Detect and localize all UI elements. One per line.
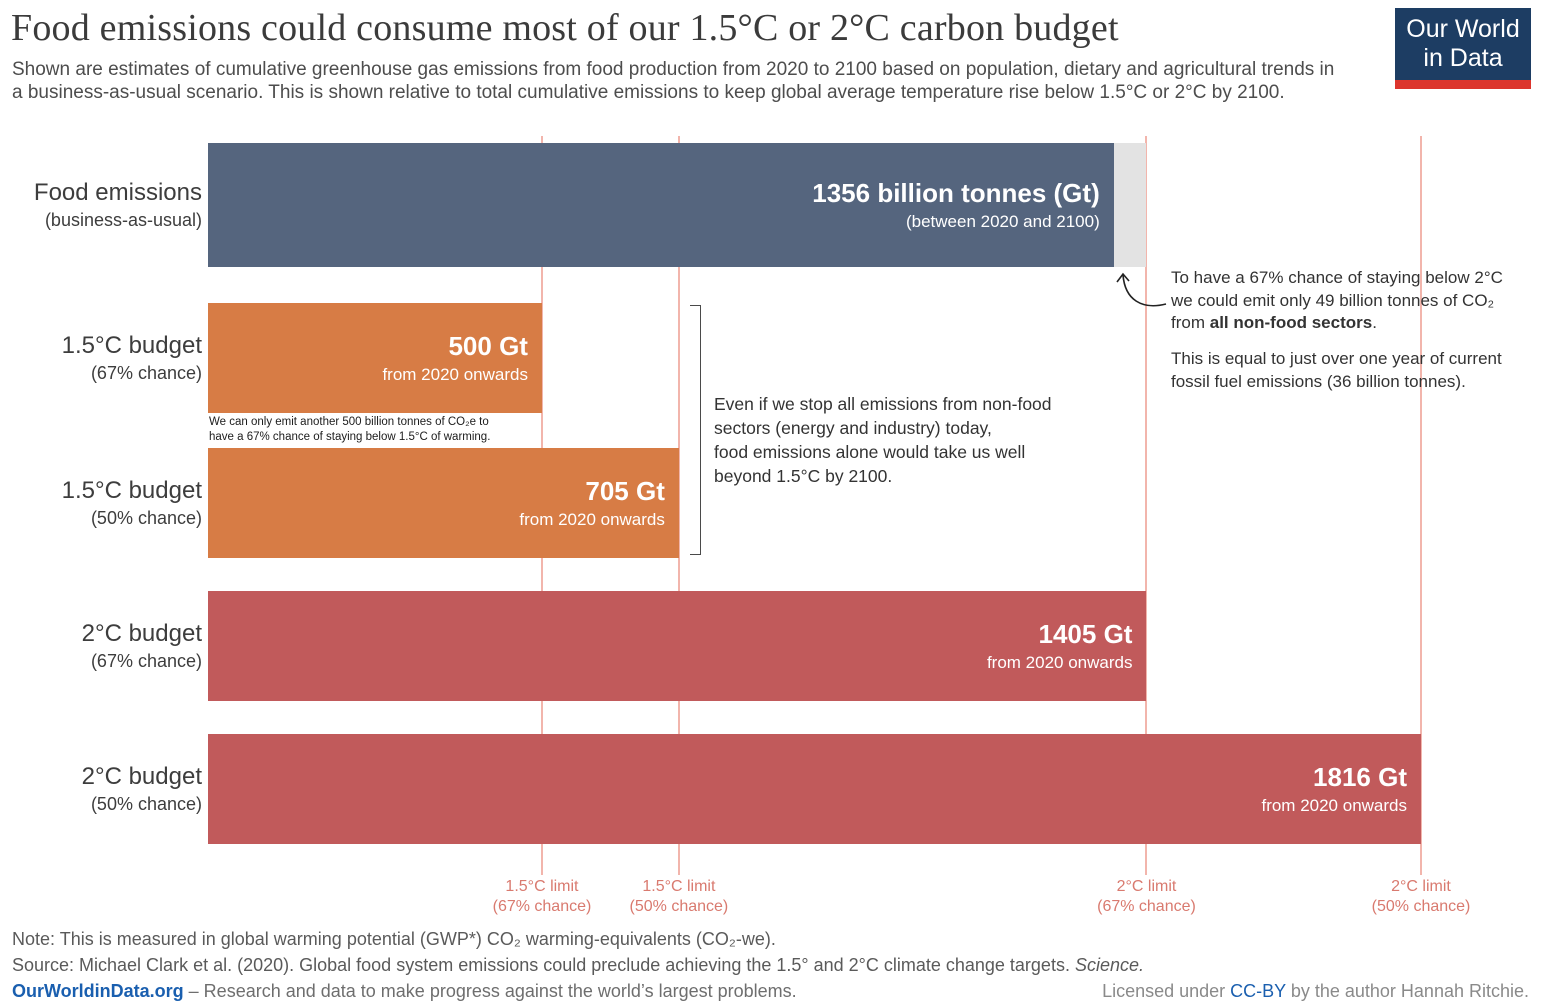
bar-value-sublabel: from 2020 onwards bbox=[986, 653, 1133, 672]
category-label-sub: (50% chance) bbox=[90, 794, 202, 814]
bar-2c-budget-50: 1816 Gt from 2020 onwards bbox=[208, 734, 1421, 844]
bar-1p5c-budget-50: 705 Gt from 2020 onwards bbox=[208, 448, 679, 558]
bar-value-sublabel: (between 2020 and 2100) bbox=[905, 212, 1100, 231]
refline-label-line: (67% chance) bbox=[492, 898, 592, 916]
footer-source: Source: Michael Clark et al. (2020). Glo… bbox=[12, 955, 1529, 976]
refline-label-line: (50% chance) bbox=[629, 898, 729, 916]
refline-label-line: (50% chance) bbox=[1371, 898, 1471, 916]
annotation-line: This is equal to just over one year of c… bbox=[1171, 349, 1502, 368]
bar-value-label: 1816 Gt bbox=[1313, 762, 1407, 792]
annotation-line: To have a 67% chance of staying below 2°… bbox=[1171, 268, 1503, 287]
annotation-line: We can only emit another 500 billion ton… bbox=[209, 416, 489, 428]
footer-source-text: Source: Michael Clark et al. (2020). Glo… bbox=[12, 955, 1075, 975]
page-title: Food emissions could consume most of our… bbox=[11, 7, 1119, 49]
cc-by-link[interactable]: CC-BY bbox=[1230, 981, 1286, 1001]
footer-license: Licensed under CC-BY by the author Hanna… bbox=[1102, 981, 1529, 1002]
bar-value-sublabel: from 2020 onwards bbox=[382, 365, 528, 384]
category-label-sub: (67% chance) bbox=[90, 363, 202, 383]
category-label-sub: (67% chance) bbox=[90, 651, 202, 671]
bar-row-1p5c-budget-67: 1.5°C budget (67% chance) 500 Gt from 20… bbox=[0, 303, 1541, 413]
refline-2c-50 bbox=[1420, 136, 1422, 875]
nonfood-bold-text: all non-food sectors bbox=[1209, 313, 1373, 333]
category-label-main: 2°C budget bbox=[81, 763, 202, 790]
bar-row-1p5c-budget-50: 1.5°C budget (50% chance) 705 Gt from 20… bbox=[0, 448, 1541, 558]
chart-subtitle: Shown are estimates of cumulative greenh… bbox=[12, 59, 1335, 103]
annotation-nonfood-budget: To have a 67% chance of staying below 2°… bbox=[1171, 267, 1541, 335]
license-suffix: by the author Hannah Ritchie. bbox=[1285, 981, 1529, 1001]
footer-tagline: – Research and data to make progress aga… bbox=[183, 981, 797, 1001]
category-label-1p5c-67: 1.5°C budget (67% chance) bbox=[0, 303, 202, 413]
category-label-1p5c-50: 1.5°C budget (50% chance) bbox=[0, 448, 202, 558]
bar-value-label: 1405 Gt bbox=[1038, 619, 1133, 649]
refline-label-2c-67: 2°C limit (67% chance) bbox=[1097, 877, 1196, 918]
refline-label-1p5c-50: 1.5°C limit (50% chance) bbox=[630, 877, 729, 918]
refline-label-2c-50: 2°C limit (50% chance) bbox=[1372, 877, 1471, 918]
refline-1p5c-50 bbox=[677, 136, 680, 875]
bar-value-label: 705 Gt bbox=[585, 476, 665, 506]
footer-note-text: Note: This is measured in global warming… bbox=[12, 929, 776, 949]
bar-food-emissions: 1356 billion tonnes (Gt) (between 2020 a… bbox=[208, 143, 1114, 267]
refline-label-line: 2°C limit bbox=[1116, 878, 1177, 895]
refline-label-line: 1.5°C limit bbox=[505, 878, 579, 895]
category-label-sub: (50% chance) bbox=[90, 508, 202, 528]
refline-2c-67 bbox=[1145, 136, 1148, 875]
annotation-line: beyond 1.5°C by 2100. bbox=[714, 466, 893, 487]
annotation-line: sectors (energy and industry) today, bbox=[714, 418, 992, 439]
bar-value-sublabel: from 2020 onwards bbox=[519, 510, 665, 529]
annotation-line: Even if we stop all emissions from non-f… bbox=[714, 394, 1052, 414]
bar-row-2c-budget-67: 2°C budget (67% chance) 1405 Gt from 202… bbox=[0, 591, 1541, 701]
annotation-bracket-note: Even if we stop all emissions from non-f… bbox=[714, 392, 1104, 489]
bar-value-sublabel: from 2020 onwards bbox=[1261, 796, 1407, 815]
owid-site-link[interactable]: OurWorldinData.org bbox=[12, 981, 184, 1001]
bar-1p5c-budget-67: 500 Gt from 2020 onwards bbox=[208, 303, 542, 413]
annotation-line: from all non-food sectors. bbox=[1171, 313, 1377, 333]
license-prefix: Licensed under bbox=[1102, 981, 1231, 1001]
category-label-main: 1.5°C budget bbox=[61, 477, 202, 504]
refline-label-1p5c-67: 1.5°C limit (67% chance) bbox=[493, 877, 592, 918]
category-label-main: 2°C budget bbox=[81, 620, 202, 647]
category-label-2c-50: 2°C budget (50% chance) bbox=[0, 734, 202, 844]
arrow-annotation-icon bbox=[1116, 272, 1167, 307]
annotation-line: fossil fuel emissions (36 billion tonnes… bbox=[1171, 371, 1466, 391]
annotation-line: we could emit only 49 billion tonnes of … bbox=[1171, 290, 1495, 310]
annotation-500gt-note: We can only emit another 500 billion ton… bbox=[209, 415, 561, 445]
owid-logo[interactable]: Our World in Data bbox=[1395, 8, 1531, 89]
bar-value-label: 1356 billion tonnes (Gt) bbox=[812, 178, 1100, 208]
category-label-sub: (business-as-usual) bbox=[44, 210, 202, 230]
refline-label-line: 1.5°C limit bbox=[642, 878, 716, 895]
footer-bottom-bar: OurWorldinData.org – Research and data t… bbox=[12, 981, 1529, 1002]
footer-note: Note: This is measured in global warming… bbox=[12, 929, 1529, 950]
annotation-line: food emissions alone would take us well bbox=[714, 442, 1026, 463]
refline-label-line: 2°C limit bbox=[1391, 878, 1451, 895]
category-label-main: 1.5°C budget bbox=[61, 332, 202, 359]
bar-row-2c-budget-50: 2°C budget (50% chance) 1816 Gt from 202… bbox=[0, 734, 1541, 844]
bar-row-food-emissions: Food emissions (business-as-usual) 1356 … bbox=[0, 143, 1541, 267]
annotation-line: have a 67% chance of staying below 1.5°C… bbox=[209, 430, 491, 443]
category-label-food-emissions: Food emissions (business-as-usual) bbox=[0, 143, 202, 267]
owid-logo-line2: in Data bbox=[1423, 44, 1503, 72]
category-label-main: Food emissions bbox=[33, 179, 202, 206]
bracket bbox=[690, 305, 701, 555]
category-label-2c-67: 2°C budget (67% chance) bbox=[0, 591, 202, 701]
annotation-fossil-comparison: This is equal to just over one year of c… bbox=[1171, 348, 1541, 393]
bar-2c-budget-67: 1405 Gt from 2020 onwards bbox=[208, 591, 1147, 701]
refline-label-line: (67% chance) bbox=[1097, 898, 1196, 916]
source-journal: Science. bbox=[1074, 955, 1144, 975]
bar-segment-remaining-nonfood bbox=[1113, 143, 1147, 267]
owid-logo-line1: Our World bbox=[1406, 15, 1520, 44]
bar-value-label: 500 Gt bbox=[448, 331, 528, 361]
